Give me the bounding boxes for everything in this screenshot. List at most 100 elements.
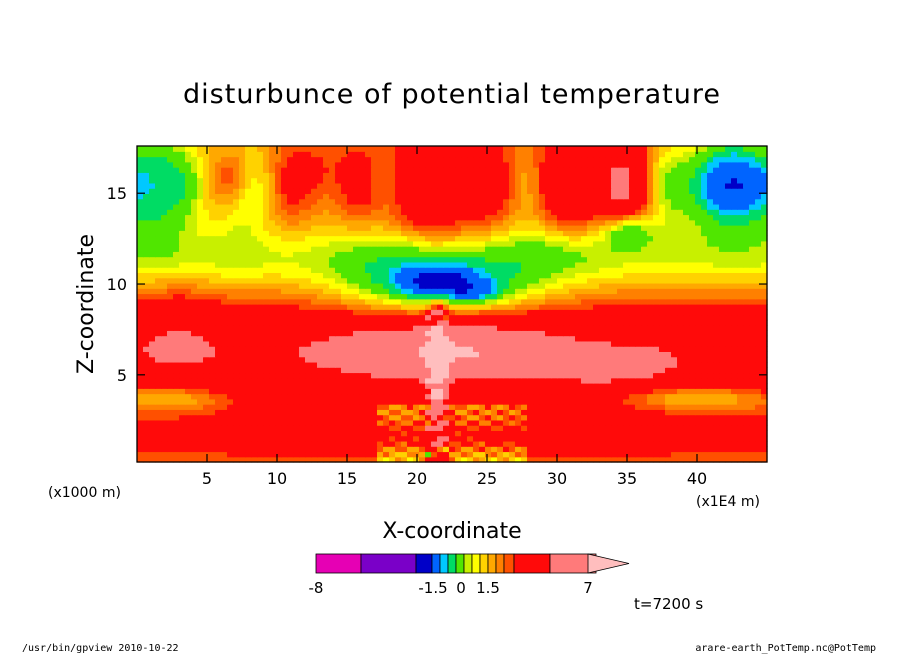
field-cell (467, 261, 474, 268)
field-cell (593, 261, 600, 268)
field-cell (407, 256, 414, 263)
field-cell (347, 251, 354, 258)
field-cell (335, 293, 342, 300)
field-cell (455, 319, 462, 326)
field-cell (707, 261, 714, 268)
field-cell (263, 351, 270, 358)
field-cell (371, 435, 378, 442)
field-cell (515, 383, 522, 389)
field-cell (191, 261, 198, 268)
field-cell (743, 304, 750, 310)
field-cell (641, 230, 648, 237)
field-cell (707, 440, 714, 447)
field-cell (611, 456, 618, 463)
field-cell (479, 377, 486, 384)
field-cell (479, 293, 486, 300)
field-cell (359, 446, 366, 453)
field-cell (587, 372, 594, 379)
field-cell (401, 214, 408, 221)
field-cell (203, 351, 210, 358)
field-cell (437, 367, 444, 374)
field-cell (641, 404, 648, 410)
field-cell (341, 446, 348, 453)
field-cell (443, 451, 450, 458)
field-cell (587, 361, 594, 368)
field-cell (725, 240, 732, 247)
field-cell (689, 383, 696, 389)
field-cell (341, 414, 348, 421)
field-cell (395, 246, 402, 252)
field-cell (323, 267, 330, 273)
field-cell (485, 451, 492, 458)
field-cell (689, 388, 696, 395)
field-cell (161, 304, 168, 310)
field-cell (341, 367, 348, 374)
field-cell (239, 372, 246, 379)
field-cell (677, 351, 684, 358)
field-cell (761, 230, 768, 237)
field-cell (137, 304, 144, 310)
field-cell (371, 419, 378, 426)
field-cell (269, 314, 276, 321)
field-cell (497, 404, 504, 410)
field-cell (665, 446, 672, 453)
field-cell (725, 409, 732, 416)
field-cell (269, 383, 276, 389)
field-cell (389, 246, 396, 252)
field-cell (347, 383, 354, 389)
field-cell (419, 367, 426, 374)
field-cell (749, 393, 756, 400)
field-cell (293, 272, 300, 279)
field-cell (761, 367, 768, 374)
field-cell (515, 440, 522, 447)
field-cell (473, 267, 480, 273)
field-cell (365, 309, 372, 316)
field-cell (497, 209, 504, 216)
field-cell (401, 340, 408, 347)
field-cell (317, 325, 324, 331)
field-cell (599, 425, 606, 431)
field-cell (287, 340, 294, 347)
field-cell (377, 346, 384, 352)
field-cell (473, 304, 480, 310)
field-cell (725, 372, 732, 379)
field-cell (431, 298, 438, 305)
field-cell (137, 451, 144, 458)
field-cell (233, 414, 240, 421)
field-cell (305, 282, 312, 289)
field-cell (323, 356, 330, 363)
field-cell (527, 288, 534, 295)
field-cell (479, 367, 486, 374)
field-cell (137, 293, 144, 300)
field-cell (629, 251, 636, 258)
field-cell (419, 246, 426, 252)
field-cell (467, 451, 474, 458)
field-cell (347, 293, 354, 300)
field-cell (497, 319, 504, 326)
field-cell (545, 377, 552, 384)
field-cell (305, 272, 312, 279)
field-cell (329, 293, 336, 300)
field-cell (449, 451, 456, 458)
field-cell (269, 440, 276, 447)
field-cell (575, 398, 582, 405)
field-cell (179, 225, 186, 231)
field-cell (371, 388, 378, 395)
field-cell (257, 267, 264, 273)
field-cell (569, 451, 576, 458)
field-cell (155, 440, 162, 447)
field-cell (731, 425, 738, 431)
field-cell (653, 282, 660, 289)
field-cell (275, 356, 282, 363)
field-cell (557, 393, 564, 400)
field-cell (701, 335, 708, 342)
field-cell (539, 330, 546, 337)
field-cell (527, 219, 534, 226)
field-cell (185, 293, 192, 300)
field-cell (581, 456, 588, 463)
field-cell (209, 388, 216, 395)
field-cell (659, 456, 666, 463)
field-cell (275, 372, 282, 379)
field-cell (725, 314, 732, 321)
field-cell (269, 377, 276, 384)
